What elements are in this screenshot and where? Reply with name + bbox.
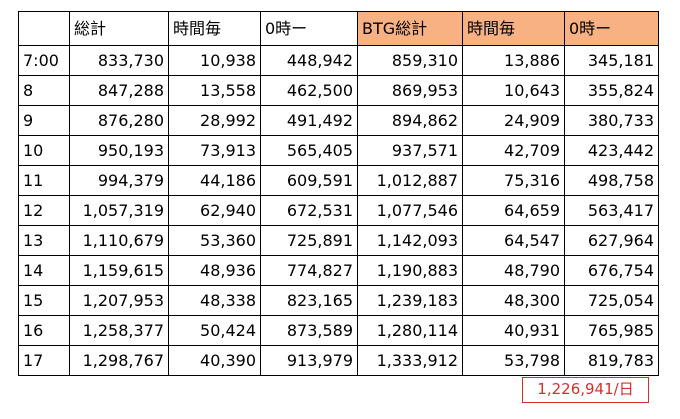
row-time: 14 [18, 255, 70, 286]
btg-hourly-cell: 53,798 [462, 345, 565, 376]
row-time: 8 [18, 75, 70, 106]
hourly-cell: 48,936 [168, 255, 261, 286]
since-midnight-cell: 565,405 [260, 135, 358, 166]
table-row: 9 876,280 28,992 491,492 894,862 24,909 380,73… [18, 105, 659, 136]
btg-since-midnight-cell: 819,783 [564, 345, 659, 376]
since-midnight-cell: 491,492 [260, 105, 358, 136]
btg-total-cell: 859,310 [357, 45, 463, 76]
table-row: 8 847,288 13,558 462,500 869,953 10,643 355,82… [18, 75, 659, 106]
since-midnight-cell: 725,891 [260, 225, 358, 256]
hourly-cell: 13,558 [168, 75, 261, 106]
row-time: 16 [18, 315, 70, 346]
hourly-cell: 28,992 [168, 105, 261, 136]
btg-total-cell: 869,953 [357, 75, 463, 106]
hourly-cell: 48,338 [168, 285, 261, 316]
total-cell: 876,280 [69, 105, 169, 136]
row-time: 7:00 [18, 45, 70, 76]
since-midnight-cell: 462,500 [260, 75, 358, 106]
since-midnight-cell: 823,165 [260, 285, 358, 316]
header-row: 総計 時間毎 0時ー BTG総計 時間毎 0時ー [18, 11, 659, 46]
data-table: 総計 時間毎 0時ー BTG総計 時間毎 0時ー 7:00 833,730 10,938 448,… [18, 11, 659, 376]
total-cell: 1,110,679 [69, 225, 169, 256]
btg-total-cell: 1,142,093 [357, 225, 463, 256]
btg-hourly-cell: 64,659 [462, 195, 565, 226]
total-cell: 1,057,319 [69, 195, 169, 226]
row-time: 9 [18, 105, 70, 136]
total-cell: 994,379 [69, 165, 169, 196]
btg-hourly-cell: 64,547 [462, 225, 565, 256]
total-cell: 950,193 [69, 135, 169, 166]
btg-since-midnight-cell: 380,733 [564, 105, 659, 136]
btg-total-cell: 1,012,887 [357, 165, 463, 196]
total-cell: 1,298,767 [69, 345, 169, 376]
daily-total-box: 1,226,941/日 [522, 377, 649, 403]
total-cell: 1,159,615 [69, 255, 169, 286]
hourly-cell: 53,360 [168, 225, 261, 256]
table-row: 12 1,057,319 62,940 672,531 1,077,546 64,659 5… [18, 195, 659, 226]
btg-total-cell: 1,190,883 [357, 255, 463, 286]
table-row: 13 1,110,679 53,360 725,891 1,142,093 64,547 6… [18, 225, 659, 256]
btg-since-midnight-cell: 345,181 [564, 45, 659, 76]
btg-hourly-cell: 40,931 [462, 315, 565, 346]
table-row: 10 950,193 73,913 565,405 937,571 42,709 423,4… [18, 135, 659, 166]
btg-since-midnight-cell: 676,754 [564, 255, 659, 286]
btg-total-cell: 1,239,183 [357, 285, 463, 316]
btg-since-midnight-cell: 563,417 [564, 195, 659, 226]
header-btg-since-midnight: 0時ー [564, 11, 659, 46]
table-row: 15 1,207,953 48,338 823,165 1,239,183 48,300 7… [18, 285, 659, 316]
btg-since-midnight-cell: 498,758 [564, 165, 659, 196]
table-row: 17 1,298,767 40,390 913,979 1,333,912 53,798 8… [18, 345, 659, 376]
btg-hourly-cell: 48,300 [462, 285, 565, 316]
table-row: 11 994,379 44,186 609,591 1,012,887 75,316 498… [18, 165, 659, 196]
hourly-cell: 62,940 [168, 195, 261, 226]
table-row: 14 1,159,615 48,936 774,827 1,190,883 48,790 6… [18, 255, 659, 286]
header-since-midnight: 0時ー [260, 11, 358, 46]
btg-since-midnight-cell: 765,985 [564, 315, 659, 346]
row-time: 12 [18, 195, 70, 226]
total-cell: 1,207,953 [69, 285, 169, 316]
table-row: 7:00 833,730 10,938 448,942 859,310 13,886 345… [18, 45, 659, 76]
btg-hourly-cell: 48,790 [462, 255, 565, 286]
btg-total-cell: 894,862 [357, 105, 463, 136]
corner-cell [18, 11, 70, 46]
since-midnight-cell: 913,979 [260, 345, 358, 376]
btg-hourly-cell: 24,909 [462, 105, 565, 136]
row-time: 10 [18, 135, 70, 166]
total-cell: 847,288 [69, 75, 169, 106]
hourly-cell: 44,186 [168, 165, 261, 196]
since-midnight-cell: 448,942 [260, 45, 358, 76]
total-cell: 1,258,377 [69, 315, 169, 346]
header-btg-hourly: 時間毎 [462, 11, 565, 46]
row-time: 13 [18, 225, 70, 256]
btg-total-cell: 1,280,114 [357, 315, 463, 346]
header-total: 総計 [69, 11, 169, 46]
header-hourly: 時間毎 [168, 11, 261, 46]
btg-total-cell: 937,571 [357, 135, 463, 166]
since-midnight-cell: 774,827 [260, 255, 358, 286]
hourly-cell: 10,938 [168, 45, 261, 76]
btg-total-cell: 1,333,912 [357, 345, 463, 376]
total-cell: 833,730 [69, 45, 169, 76]
hourly-cell: 73,913 [168, 135, 261, 166]
hourly-cell: 40,390 [168, 345, 261, 376]
since-midnight-cell: 609,591 [260, 165, 358, 196]
btg-since-midnight-cell: 725,054 [564, 285, 659, 316]
btg-total-cell: 1,077,546 [357, 195, 463, 226]
row-time: 11 [18, 165, 70, 196]
header-btg-total: BTG総計 [357, 11, 463, 46]
btg-since-midnight-cell: 627,964 [564, 225, 659, 256]
since-midnight-cell: 672,531 [260, 195, 358, 226]
btg-hourly-cell: 42,709 [462, 135, 565, 166]
btg-hourly-cell: 10,643 [462, 75, 565, 106]
row-time: 15 [18, 285, 70, 316]
table-row: 16 1,258,377 50,424 873,589 1,280,114 40,931 7… [18, 315, 659, 346]
btg-since-midnight-cell: 423,442 [564, 135, 659, 166]
since-midnight-cell: 873,589 [260, 315, 358, 346]
btg-since-midnight-cell: 355,824 [564, 75, 659, 106]
row-time: 17 [18, 345, 70, 376]
hourly-cell: 50,424 [168, 315, 261, 346]
btg-hourly-cell: 75,316 [462, 165, 565, 196]
table-body: 総計 時間毎 0時ー BTG総計 時間毎 0時ー 7:00 833,730 10,938 448,… [18, 11, 659, 376]
btg-hourly-cell: 13,886 [462, 45, 565, 76]
